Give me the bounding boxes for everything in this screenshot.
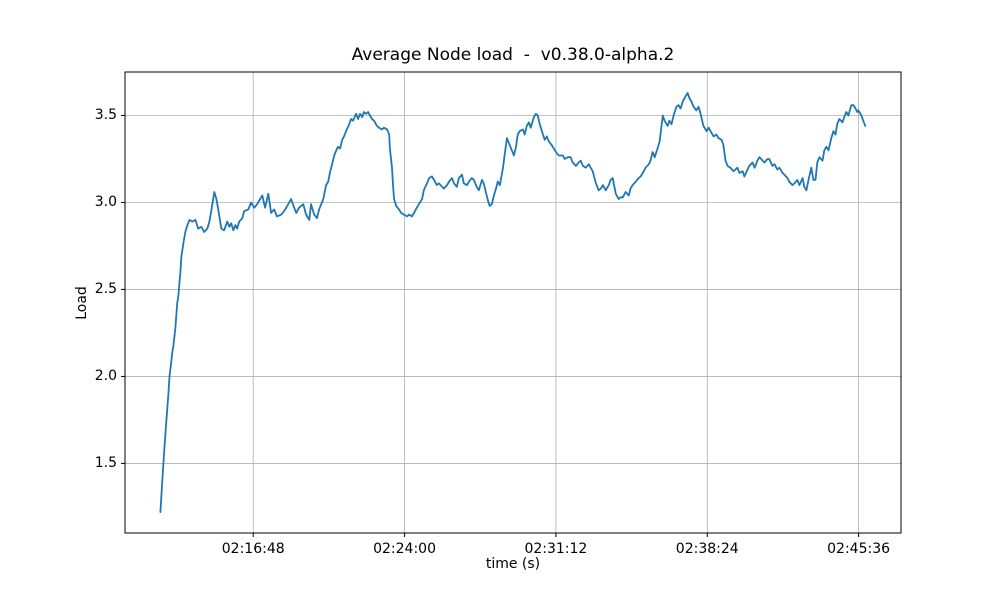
y-tick-label: 2.0 (94, 368, 117, 385)
x-axis-label: time (s) (485, 556, 541, 572)
y-tick-label: 1.5 (94, 455, 117, 472)
y-tick-label: 3.5 (94, 107, 117, 124)
load-series-line (159, 92, 867, 513)
chart-title: Average Node load - v0.38.0-alpha.2 (351, 45, 675, 65)
y-tick-label: 2.5 (94, 281, 117, 298)
x-tick-label: 02:24:00 (373, 541, 436, 557)
plot-border (124, 71, 902, 534)
x-tick-label: 02:38:24 (675, 541, 739, 557)
x-tick-label: 02:45:36 (827, 541, 891, 557)
x-tick-label: 02:31:12 (524, 541, 588, 557)
x-tick-label: 02:16:48 (221, 541, 285, 557)
y-tick-label: 3.0 (94, 194, 117, 211)
